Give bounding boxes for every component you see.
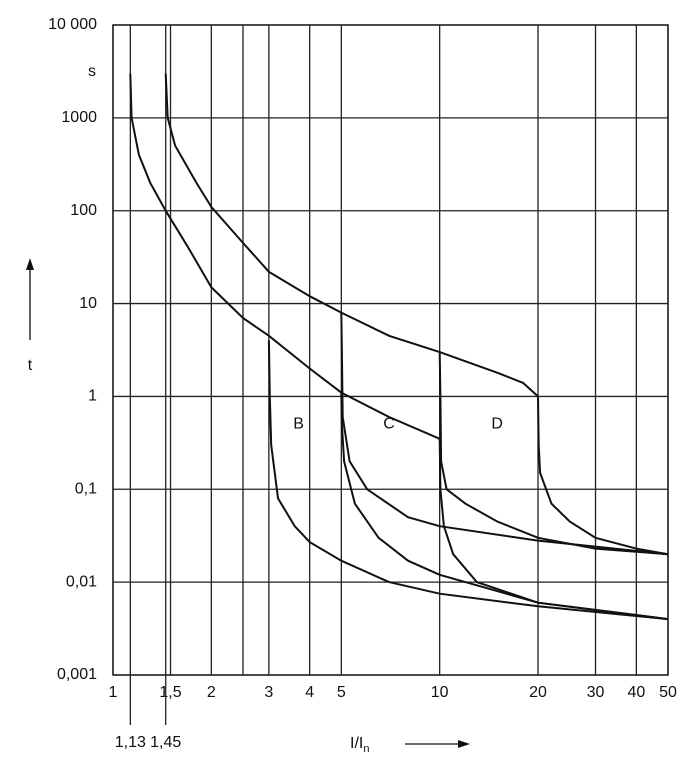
x-arrow-head [458, 740, 470, 748]
y-arrow-head [26, 258, 34, 270]
x-tick-label: 1 [109, 684, 118, 701]
annotation: B [293, 416, 304, 433]
x-tick-label: 40 [627, 684, 645, 701]
x-tick-label: 2 [207, 684, 216, 701]
curve [340, 312, 669, 556]
annotation: D [491, 416, 503, 433]
x-tick-label: 4 [305, 684, 314, 701]
x-tick-label: 3 [264, 684, 273, 701]
y-tick-label: 10 [79, 295, 97, 312]
y-tick-label: 10 000 [48, 16, 97, 33]
curve [537, 396, 669, 556]
curve [267, 340, 669, 621]
curve [164, 73, 539, 398]
curve [438, 438, 669, 621]
y-unit: s [88, 63, 96, 80]
x-tick-label: 5 [337, 684, 346, 701]
curve [129, 73, 441, 440]
x-tick-label: 30 [587, 684, 605, 701]
y-tick-label: 0,01 [66, 573, 97, 590]
y-tick-label: 1 [88, 388, 97, 405]
curve [438, 352, 669, 556]
annotation: C [383, 416, 395, 433]
x-tick-label: 50 [659, 684, 677, 701]
x-tick-label: 1,13 [115, 734, 146, 751]
curve [340, 392, 669, 621]
y-tick-label: 1000 [61, 109, 97, 126]
plot-frame [112, 24, 669, 676]
y-tick-label: 0,1 [75, 481, 97, 498]
y-tick-label: 0,001 [57, 666, 97, 683]
x-tick-label: 1,5 [159, 684, 181, 701]
x-tick-label: 20 [529, 684, 547, 701]
y-label: t [28, 357, 33, 374]
x-label: I/In [350, 735, 369, 755]
y-tick-label: 100 [70, 202, 97, 219]
x-tick-label: 10 [431, 684, 449, 701]
x-tick-label: 1,45 [150, 734, 181, 751]
